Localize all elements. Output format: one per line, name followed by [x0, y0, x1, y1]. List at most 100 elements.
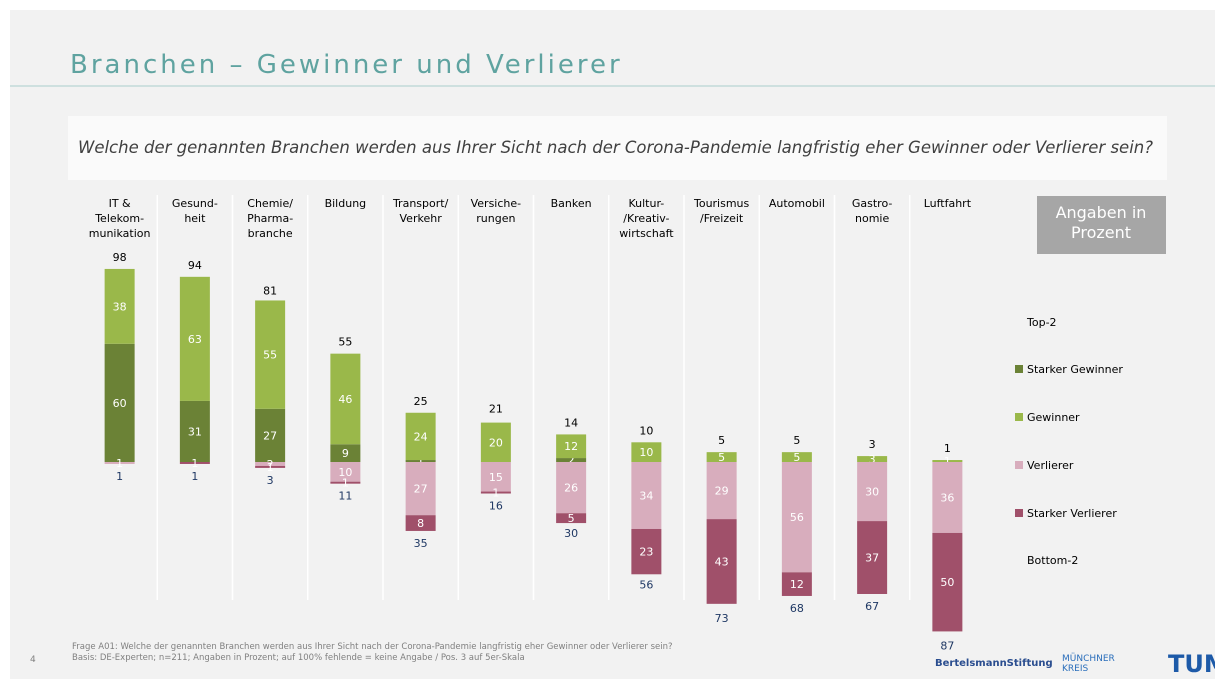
- bottom-label: 3: [267, 474, 274, 487]
- category-label: rungen: [476, 212, 515, 225]
- legend-swatch: [1015, 365, 1023, 373]
- top-label: 94: [188, 259, 202, 272]
- chart-title: Branchen – Gewinner und Verlierer: [70, 50, 623, 80]
- value-label: 60: [113, 397, 127, 410]
- value-label: 43: [715, 555, 729, 568]
- bar-segment: [932, 460, 963, 462]
- top-label: 98: [113, 251, 127, 264]
- bar-segment: [857, 521, 888, 594]
- top-label: 3: [869, 438, 876, 451]
- value-label: 1: [191, 457, 198, 470]
- bar-segment: [480, 462, 511, 492]
- bar-segment: [405, 412, 436, 461]
- bar-segment: [932, 532, 963, 632]
- value-label: 24: [414, 430, 428, 443]
- value-label: 5: [793, 451, 800, 464]
- page-number: 4: [30, 655, 36, 665]
- bar-segment: [781, 452, 812, 462]
- note-box: [1037, 196, 1166, 254]
- value-label: 63: [188, 333, 202, 346]
- category-label: Automobil: [769, 197, 825, 210]
- value-label: 27: [263, 429, 277, 442]
- top-label: 55: [338, 336, 352, 349]
- bottom-label: 30: [564, 527, 578, 540]
- bar-segment: [330, 462, 361, 482]
- bottom-label: 73: [715, 612, 729, 625]
- value-label: 1: [492, 487, 499, 500]
- bar-segment: [857, 456, 888, 462]
- value-label: 1: [944, 455, 951, 468]
- value-label: 34: [639, 489, 653, 502]
- bar-segment: [330, 444, 361, 462]
- value-label: 56: [790, 511, 804, 524]
- value-label: 10: [338, 466, 352, 479]
- value-label: 8: [417, 517, 424, 530]
- bar-segment: [480, 491, 511, 494]
- bar-segment: [405, 460, 436, 462]
- category-label: Verkehr: [400, 212, 443, 225]
- bar-segment: [255, 465, 286, 468]
- footnote: Basis: DE-Experten; n=211; Angaben in Pr…: [72, 653, 525, 663]
- category-label: wirtschaft: [619, 227, 674, 240]
- bottom-label: 1: [116, 470, 123, 483]
- category-label: /Kreativ-: [623, 212, 669, 225]
- category-label: Transport/: [392, 197, 449, 210]
- value-label: 2: [568, 454, 575, 467]
- category-label: Chemie/: [247, 197, 293, 210]
- category-label: Gesund-: [172, 197, 218, 210]
- value-label: 38: [113, 300, 127, 313]
- category-label: Banken: [551, 197, 592, 210]
- bar-segment: [104, 462, 135, 464]
- category-label: munikation: [89, 227, 151, 240]
- category-label: heit: [184, 212, 206, 225]
- value-label: 15: [489, 471, 503, 484]
- category-label: IT &: [109, 197, 131, 210]
- top-label: 5: [793, 434, 800, 447]
- question: Welche der genannten Branchen werden aus…: [78, 138, 1153, 157]
- category-label: Kultur-: [628, 197, 664, 210]
- bar-segment: [857, 462, 888, 522]
- bar-segment: [781, 572, 812, 596]
- top-label: 14: [564, 416, 578, 429]
- value-label: 29: [715, 485, 729, 498]
- bar-segment: [556, 462, 587, 514]
- category-label: Tourismus: [693, 197, 750, 210]
- bar-segment: [631, 442, 662, 462]
- value-label: 31: [188, 425, 202, 438]
- value-label: 2: [267, 458, 274, 471]
- value-label: 20: [489, 436, 503, 449]
- bottom-label: 11: [338, 490, 352, 503]
- category-label: nomie: [855, 212, 889, 225]
- value-label: 26: [564, 482, 578, 495]
- bottom-label: 68: [790, 602, 804, 615]
- category-label: Gastro-: [852, 197, 893, 210]
- bar-segment: [255, 462, 286, 466]
- bar-segment: [179, 462, 210, 464]
- category-label: branche: [248, 227, 293, 240]
- top-label: 10: [639, 424, 653, 437]
- category-label: Versiche-: [471, 197, 522, 210]
- legend-label: Top-2: [1026, 316, 1057, 329]
- footnote: Frage A01: Welche der genannten Branchen…: [72, 642, 673, 652]
- bar-segment: [104, 268, 135, 344]
- legend-swatch: [1015, 413, 1023, 421]
- logo: MÜNCHNER: [1062, 653, 1115, 664]
- bar-segment: [932, 462, 963, 533]
- value-label: 5: [568, 512, 575, 525]
- legend-label: Starker Verlierer: [1027, 507, 1117, 520]
- bottom-label: 1: [191, 470, 198, 483]
- legend-swatch: [1015, 509, 1023, 517]
- bar-segment: [255, 300, 286, 409]
- category-label: Bildung: [325, 197, 367, 210]
- bar-segment: [631, 528, 662, 575]
- bar-segment: [706, 519, 737, 604]
- top-label: 81: [263, 284, 277, 297]
- logo: KREIS: [1062, 664, 1088, 674]
- bottom-label: 35: [414, 537, 428, 550]
- top-label: 5: [718, 434, 725, 447]
- legend-swatch: [1015, 461, 1023, 469]
- bottom-label: 56: [639, 578, 653, 591]
- bar-segment: [706, 462, 737, 520]
- bar-segment: [330, 481, 361, 484]
- value-label: 55: [263, 349, 277, 362]
